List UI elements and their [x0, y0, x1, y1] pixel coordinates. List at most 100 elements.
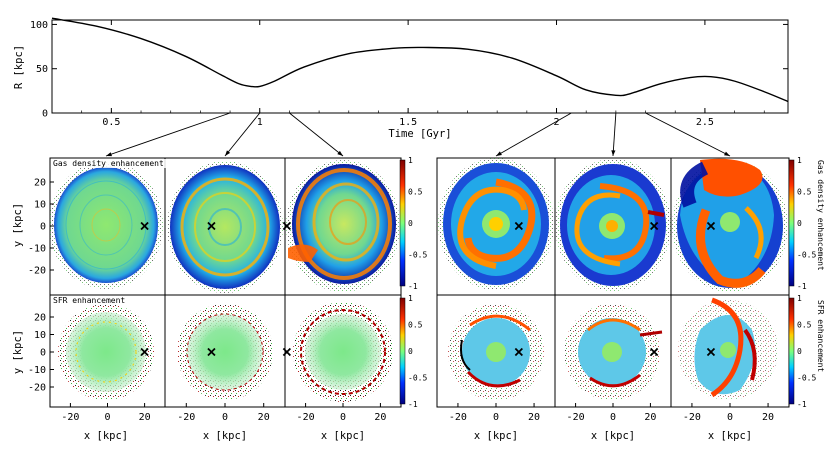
- snapshot-arrow: [224, 112, 261, 157]
- sfr-map-6: [670, 294, 790, 408]
- map-ytick-label: 20: [34, 313, 46, 324]
- snapshot-arrowhead: [225, 150, 231, 156]
- gas-map-5: [554, 157, 672, 296]
- orbit-xtick-label: 1.5: [399, 117, 417, 128]
- sfr-colorbar-left: [399, 297, 406, 405]
- sfr-map-4: [436, 294, 556, 408]
- gas-panel-label: Gas density enhancement: [53, 159, 164, 168]
- orbit-xtick-label: 2.5: [696, 117, 714, 128]
- map-xtick-label: -20: [297, 412, 315, 423]
- galaxy-center-x: [650, 347, 659, 357]
- colorbar-tick-label: 0.5: [408, 321, 423, 330]
- sfr-panel-label: SFR enhancement: [53, 296, 125, 305]
- snapshot-arrow: [105, 112, 231, 157]
- map-xlabel-6: x [kpc]: [708, 430, 752, 442]
- map-ylabel-top: y [kpc]: [12, 203, 24, 247]
- map-xtick-label: -20: [61, 412, 79, 423]
- galaxy-center-x: [706, 347, 716, 357]
- snapshot-arrowhead: [106, 152, 112, 157]
- map-xtick-label: 0: [340, 412, 346, 423]
- colorbar-tick-label: 0: [797, 219, 802, 228]
- colorbar-tick-label: 0: [797, 347, 802, 356]
- map-xtick-label: 20: [374, 412, 386, 423]
- map-ytick-label: -20: [28, 383, 46, 394]
- colorbar-tick-label: -0.5: [408, 251, 427, 260]
- colorbar-tick-label: 1: [408, 294, 413, 303]
- map-ytick-label: -10: [28, 244, 46, 255]
- colorbar-tick-label: -1: [408, 282, 418, 291]
- map-xtick-label: -20: [449, 412, 467, 423]
- gas-map-3: [284, 157, 402, 296]
- gas-colorbar-left: [399, 159, 406, 287]
- map-ytick-label: -10: [28, 365, 46, 376]
- snapshot-arrow: [289, 112, 344, 157]
- map-ytick-label: -20: [28, 266, 46, 277]
- orbit-xlabel: Time [Gyr]: [388, 128, 451, 140]
- snapshot-arrow: [495, 112, 572, 157]
- colorbar-tick-label: -1: [408, 400, 418, 409]
- snapshot-arrowhead: [337, 150, 343, 156]
- map-xtick-label: 0: [493, 412, 499, 423]
- colorbar-tick-label: -0.5: [797, 251, 816, 260]
- sfr-colorbar-right: [788, 297, 795, 405]
- map-xlabel-2: x [kpc]: [203, 430, 247, 442]
- map-ytick-label: 10: [34, 330, 46, 341]
- orbit-axes: 0.5 1 1.5 2 2.5 0 50 100: [30, 20, 788, 128]
- map-xtick-label: 20: [528, 412, 540, 423]
- gas-map-4: [436, 157, 556, 296]
- map-xlabel-4: x [kpc]: [474, 430, 518, 442]
- map-xtick-label: 0: [727, 412, 733, 423]
- map-grid: -20 0 20 -20 0 20 -20 0 20 -20 0 20 -20 0 20 -20 0 202010…: [12, 156, 825, 442]
- map-xlabel-1: x [kpc]: [84, 430, 128, 442]
- colorbar-tick-label: 0: [408, 219, 413, 228]
- map-xtick-label: -20: [683, 412, 701, 423]
- colorbar-tick-label: -1: [797, 282, 807, 291]
- orbit-frame: [51, 19, 789, 114]
- orbit-xtick-label: 2: [554, 117, 560, 128]
- sfr-map-1: [49, 294, 166, 408]
- colorbar-tick-label: 0: [408, 347, 413, 356]
- galaxy-center-x: [140, 347, 149, 357]
- map-ylabel-bottom: y [kpc]: [12, 330, 24, 374]
- orbit-ytick-label: 100: [30, 20, 48, 31]
- galaxy-center-x: [514, 221, 523, 231]
- sfr-map-2: [164, 294, 286, 408]
- sfr-map-5: [554, 294, 672, 408]
- galaxy-center-x: [207, 221, 216, 231]
- sfr-colorbar-label: SFR enhancement: [816, 300, 825, 372]
- map-xlabel-3: x [kpc]: [321, 430, 365, 442]
- colorbar-tick-label: -0.5: [797, 374, 816, 383]
- orbit-xtick-label: 0.5: [102, 117, 120, 128]
- colorbar-tick-label: 1: [408, 156, 413, 165]
- map-xtick-label: 0: [104, 412, 110, 423]
- galaxy-center-x: [514, 347, 523, 357]
- colorbar-tick-label: -1: [797, 400, 807, 409]
- galaxy-center-markers: [140, 221, 716, 357]
- snapshot-arrow: [645, 112, 731, 157]
- galaxy-center-x: [282, 347, 292, 357]
- snapshot-arrowhead: [496, 151, 502, 156]
- orbit-ytick-label: 0: [42, 109, 48, 120]
- map-xtick-label: 20: [139, 412, 151, 423]
- gas-map-1: [49, 157, 166, 296]
- colorbar-tick-label: 0.5: [797, 321, 812, 330]
- map-ytick-label: 0: [40, 222, 46, 233]
- gas-colorbar-right: [788, 159, 795, 287]
- orbit-ytick-label: 50: [36, 64, 48, 75]
- colorbar-tick-label: 0.5: [408, 188, 423, 197]
- snapshot-arrow: [612, 112, 617, 157]
- orbit-curve: [51, 17, 789, 103]
- snapshot-arrowhead: [724, 151, 730, 156]
- galaxy-center-x: [140, 221, 149, 231]
- colorbars: [399, 159, 795, 405]
- gas-colorbar-label: Gas density enhancement: [816, 160, 825, 271]
- galaxy-center-x: [282, 221, 292, 231]
- map-xtick-label: -20: [177, 412, 195, 423]
- map-ytick-label: 20: [34, 178, 46, 189]
- gas-map-2: [164, 157, 286, 296]
- colorbar-tick-label: 1: [797, 294, 802, 303]
- galaxy-center-x: [706, 221, 716, 231]
- map-xlabel-5: x [kpc]: [591, 430, 635, 442]
- map-xtick-label: 20: [644, 412, 656, 423]
